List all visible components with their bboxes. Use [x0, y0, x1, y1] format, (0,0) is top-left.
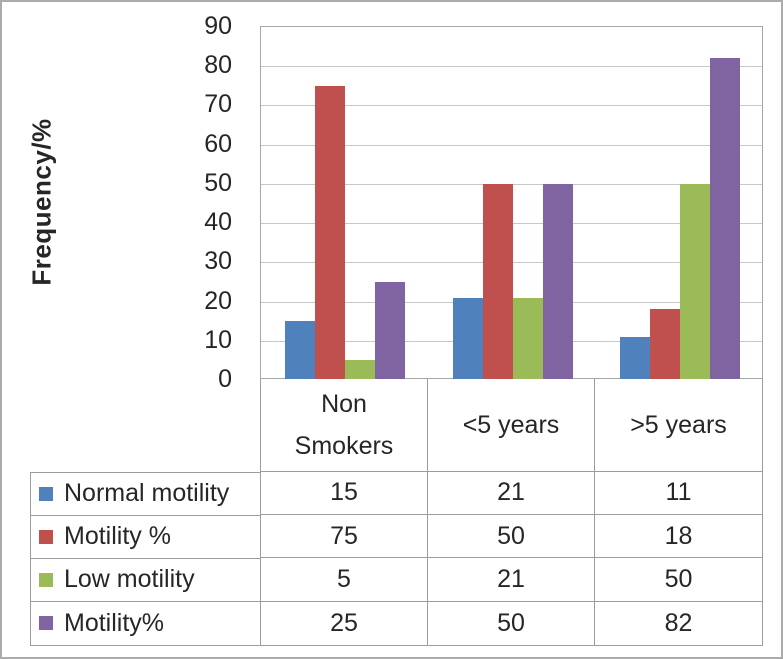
bar-low-motility-cat1 — [344, 360, 375, 380]
bar-normal-motility-cat2 — [452, 297, 483, 380]
value-cell: 50 — [428, 514, 595, 559]
y-tick-label: 10 — [204, 325, 232, 354]
bar-low-motility-cat3 — [680, 183, 711, 380]
legend-label: Low motility — [64, 565, 195, 594]
y-tick-label: 20 — [204, 286, 232, 315]
bar-motility--cat2 — [482, 183, 513, 380]
legend-row: Motility% — [31, 602, 260, 645]
y-axis-title: Frequency/% — [26, 118, 57, 286]
gridline — [261, 144, 762, 146]
value-cell: 21 — [428, 558, 595, 602]
category-header-cell: Non Smokers — [261, 379, 428, 472]
legend-row: Normal motility — [31, 473, 260, 516]
y-tick-label: 80 — [204, 51, 232, 80]
category-header-cell: <5 years — [428, 379, 595, 472]
value-cell: 11 — [595, 472, 762, 515]
bar-normal-motility-cat1 — [284, 321, 315, 380]
y-tick-label: 70 — [204, 90, 232, 119]
legend-swatch-icon — [39, 572, 53, 587]
value-cell: 25 — [261, 601, 428, 645]
legend-label: Motility% — [64, 608, 165, 637]
legend-row: Low motility — [31, 559, 260, 602]
value-cell: 75 — [261, 514, 428, 559]
bar-motility--cat1 — [374, 281, 405, 380]
y-tick-label: 0 — [218, 365, 232, 393]
gridline — [261, 66, 762, 68]
bar-motility--cat2 — [542, 183, 573, 380]
y-tick-label: 60 — [204, 129, 232, 158]
bar-normal-motility-cat3 — [620, 336, 651, 380]
value-cell: 50 — [428, 601, 595, 645]
legend-swatch-icon — [39, 486, 53, 501]
legend-swatch-icon — [39, 529, 53, 544]
value-cell: 50 — [595, 558, 762, 602]
plot-area — [260, 26, 763, 380]
data-table: Non Smokers <5 years >5 years 15 21 11 75 50 18 5… — [260, 379, 763, 646]
gridline — [261, 105, 762, 107]
y-tick-label: 30 — [204, 247, 232, 276]
legend-label: Motility % — [64, 522, 171, 551]
bar-motility--cat3 — [650, 309, 681, 380]
value-cell: 15 — [261, 471, 428, 515]
bar-low-motility-cat2 — [512, 297, 543, 380]
y-tick-label: 90 — [204, 12, 232, 40]
legend-row: Motility % — [31, 516, 260, 559]
legend-swatch-icon — [39, 616, 53, 631]
legend-label: Normal motility — [64, 479, 230, 508]
value-cell: 18 — [595, 515, 762, 559]
bar-motility--cat3 — [710, 58, 741, 380]
value-cell: 82 — [664, 608, 693, 637]
value-cell: 21 — [428, 471, 595, 515]
bar-motility--cat1 — [314, 85, 345, 380]
category-header-cell: >5 years — [595, 379, 762, 472]
legend-column: Normal motility Motility % Low motility Mot… — [30, 471, 260, 646]
y-tick-label: 50 — [204, 168, 232, 197]
y-tick-label: 40 — [204, 208, 232, 237]
value-cell: 5 — [261, 558, 428, 602]
